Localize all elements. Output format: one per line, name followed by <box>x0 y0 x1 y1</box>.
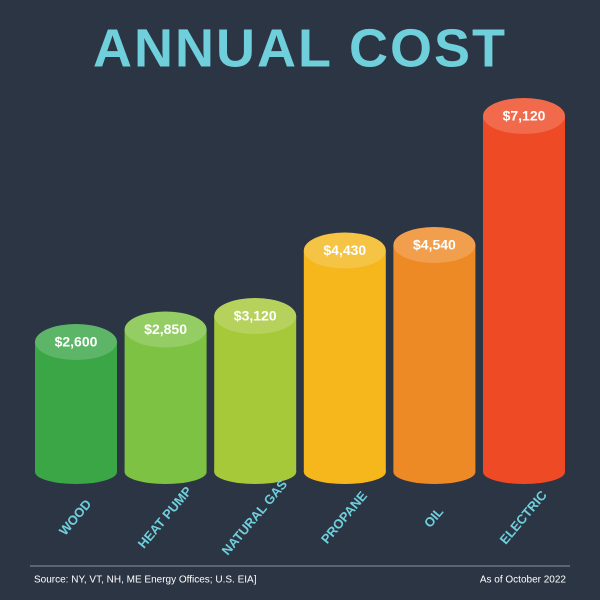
value-label: $7,120 <box>503 108 546 124</box>
date-note: As of October 2022 <box>480 575 567 586</box>
bar-cap-shade <box>303 232 386 269</box>
bar-cap-shade <box>124 311 207 348</box>
bar-cap <box>214 298 297 334</box>
chart-title: ANNUAL COST <box>93 18 507 78</box>
bar-cap-shade <box>393 227 476 263</box>
value-label: $4,540 <box>413 237 456 253</box>
bar <box>214 316 297 472</box>
bar-cap <box>393 227 476 263</box>
bar <box>483 116 565 472</box>
value-label: $2,850 <box>144 321 187 337</box>
bar-cap-shade <box>35 324 117 360</box>
bar <box>124 329 207 472</box>
bar-cap <box>483 98 565 134</box>
bar-cap-shade <box>214 298 297 334</box>
bar-cap <box>303 232 386 269</box>
bar <box>303 250 386 472</box>
bar-cap <box>35 324 117 360</box>
value-label: $3,120 <box>234 308 277 324</box>
bar-cap <box>124 311 207 348</box>
value-label: $4,430 <box>323 242 366 258</box>
bar-cap-shade <box>483 98 565 134</box>
bar <box>393 245 476 472</box>
source-note: Source: NY, VT, NH, ME Energy Offices; U… <box>34 575 257 586</box>
bar <box>35 342 117 472</box>
value-label: $2,600 <box>55 334 98 350</box>
